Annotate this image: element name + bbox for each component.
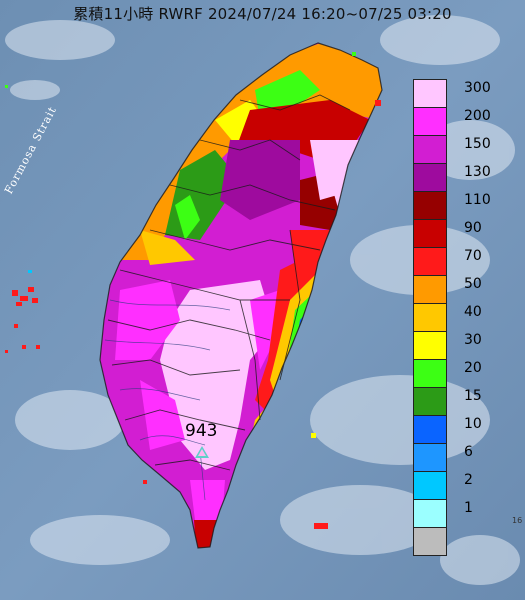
corner-mark: 16 bbox=[512, 516, 523, 525]
legend-swatch bbox=[413, 219, 447, 248]
legend-label: 200 bbox=[464, 108, 491, 124]
legend-swatch bbox=[413, 443, 447, 472]
legend-swatch bbox=[413, 387, 447, 416]
legend-label: 130 bbox=[464, 164, 491, 180]
legend-swatch bbox=[413, 303, 447, 332]
legend-label: 150 bbox=[464, 136, 491, 152]
max-station-marker-icon bbox=[195, 446, 209, 458]
legend-swatch bbox=[413, 135, 447, 164]
legend-label: 70 bbox=[464, 248, 482, 264]
legend-label: 2 bbox=[464, 472, 473, 488]
color-legend bbox=[413, 79, 447, 556]
legend-label: 50 bbox=[464, 276, 482, 292]
legend-swatch bbox=[413, 471, 447, 500]
max-rainfall-value: 943 bbox=[185, 421, 218, 441]
legend-swatch bbox=[413, 359, 447, 388]
legend-swatch bbox=[413, 499, 447, 528]
map-title: 累積11小時 RWRF 2024/07/24 16:20~07/25 03:20 bbox=[73, 5, 452, 23]
legend-label: 6 bbox=[464, 444, 473, 460]
legend-swatch bbox=[413, 79, 447, 108]
legend-label: 40 bbox=[464, 304, 482, 320]
legend-label: 300 bbox=[464, 80, 491, 96]
legend-swatch bbox=[413, 191, 447, 220]
legend-label: 20 bbox=[464, 360, 482, 376]
legend-swatch bbox=[413, 275, 447, 304]
legend-label: 110 bbox=[464, 192, 491, 208]
legend-label: 90 bbox=[464, 220, 482, 236]
legend-label: 1 bbox=[464, 500, 473, 516]
legend-swatch bbox=[413, 527, 447, 556]
legend-swatch bbox=[413, 163, 447, 192]
legend-label: 30 bbox=[464, 332, 482, 348]
legend-label: 15 bbox=[464, 388, 482, 404]
legend-swatch bbox=[413, 107, 447, 136]
legend-swatch bbox=[413, 247, 447, 276]
legend-label: 10 bbox=[464, 416, 482, 432]
legend-swatch bbox=[413, 331, 447, 360]
legend-swatch bbox=[413, 415, 447, 444]
